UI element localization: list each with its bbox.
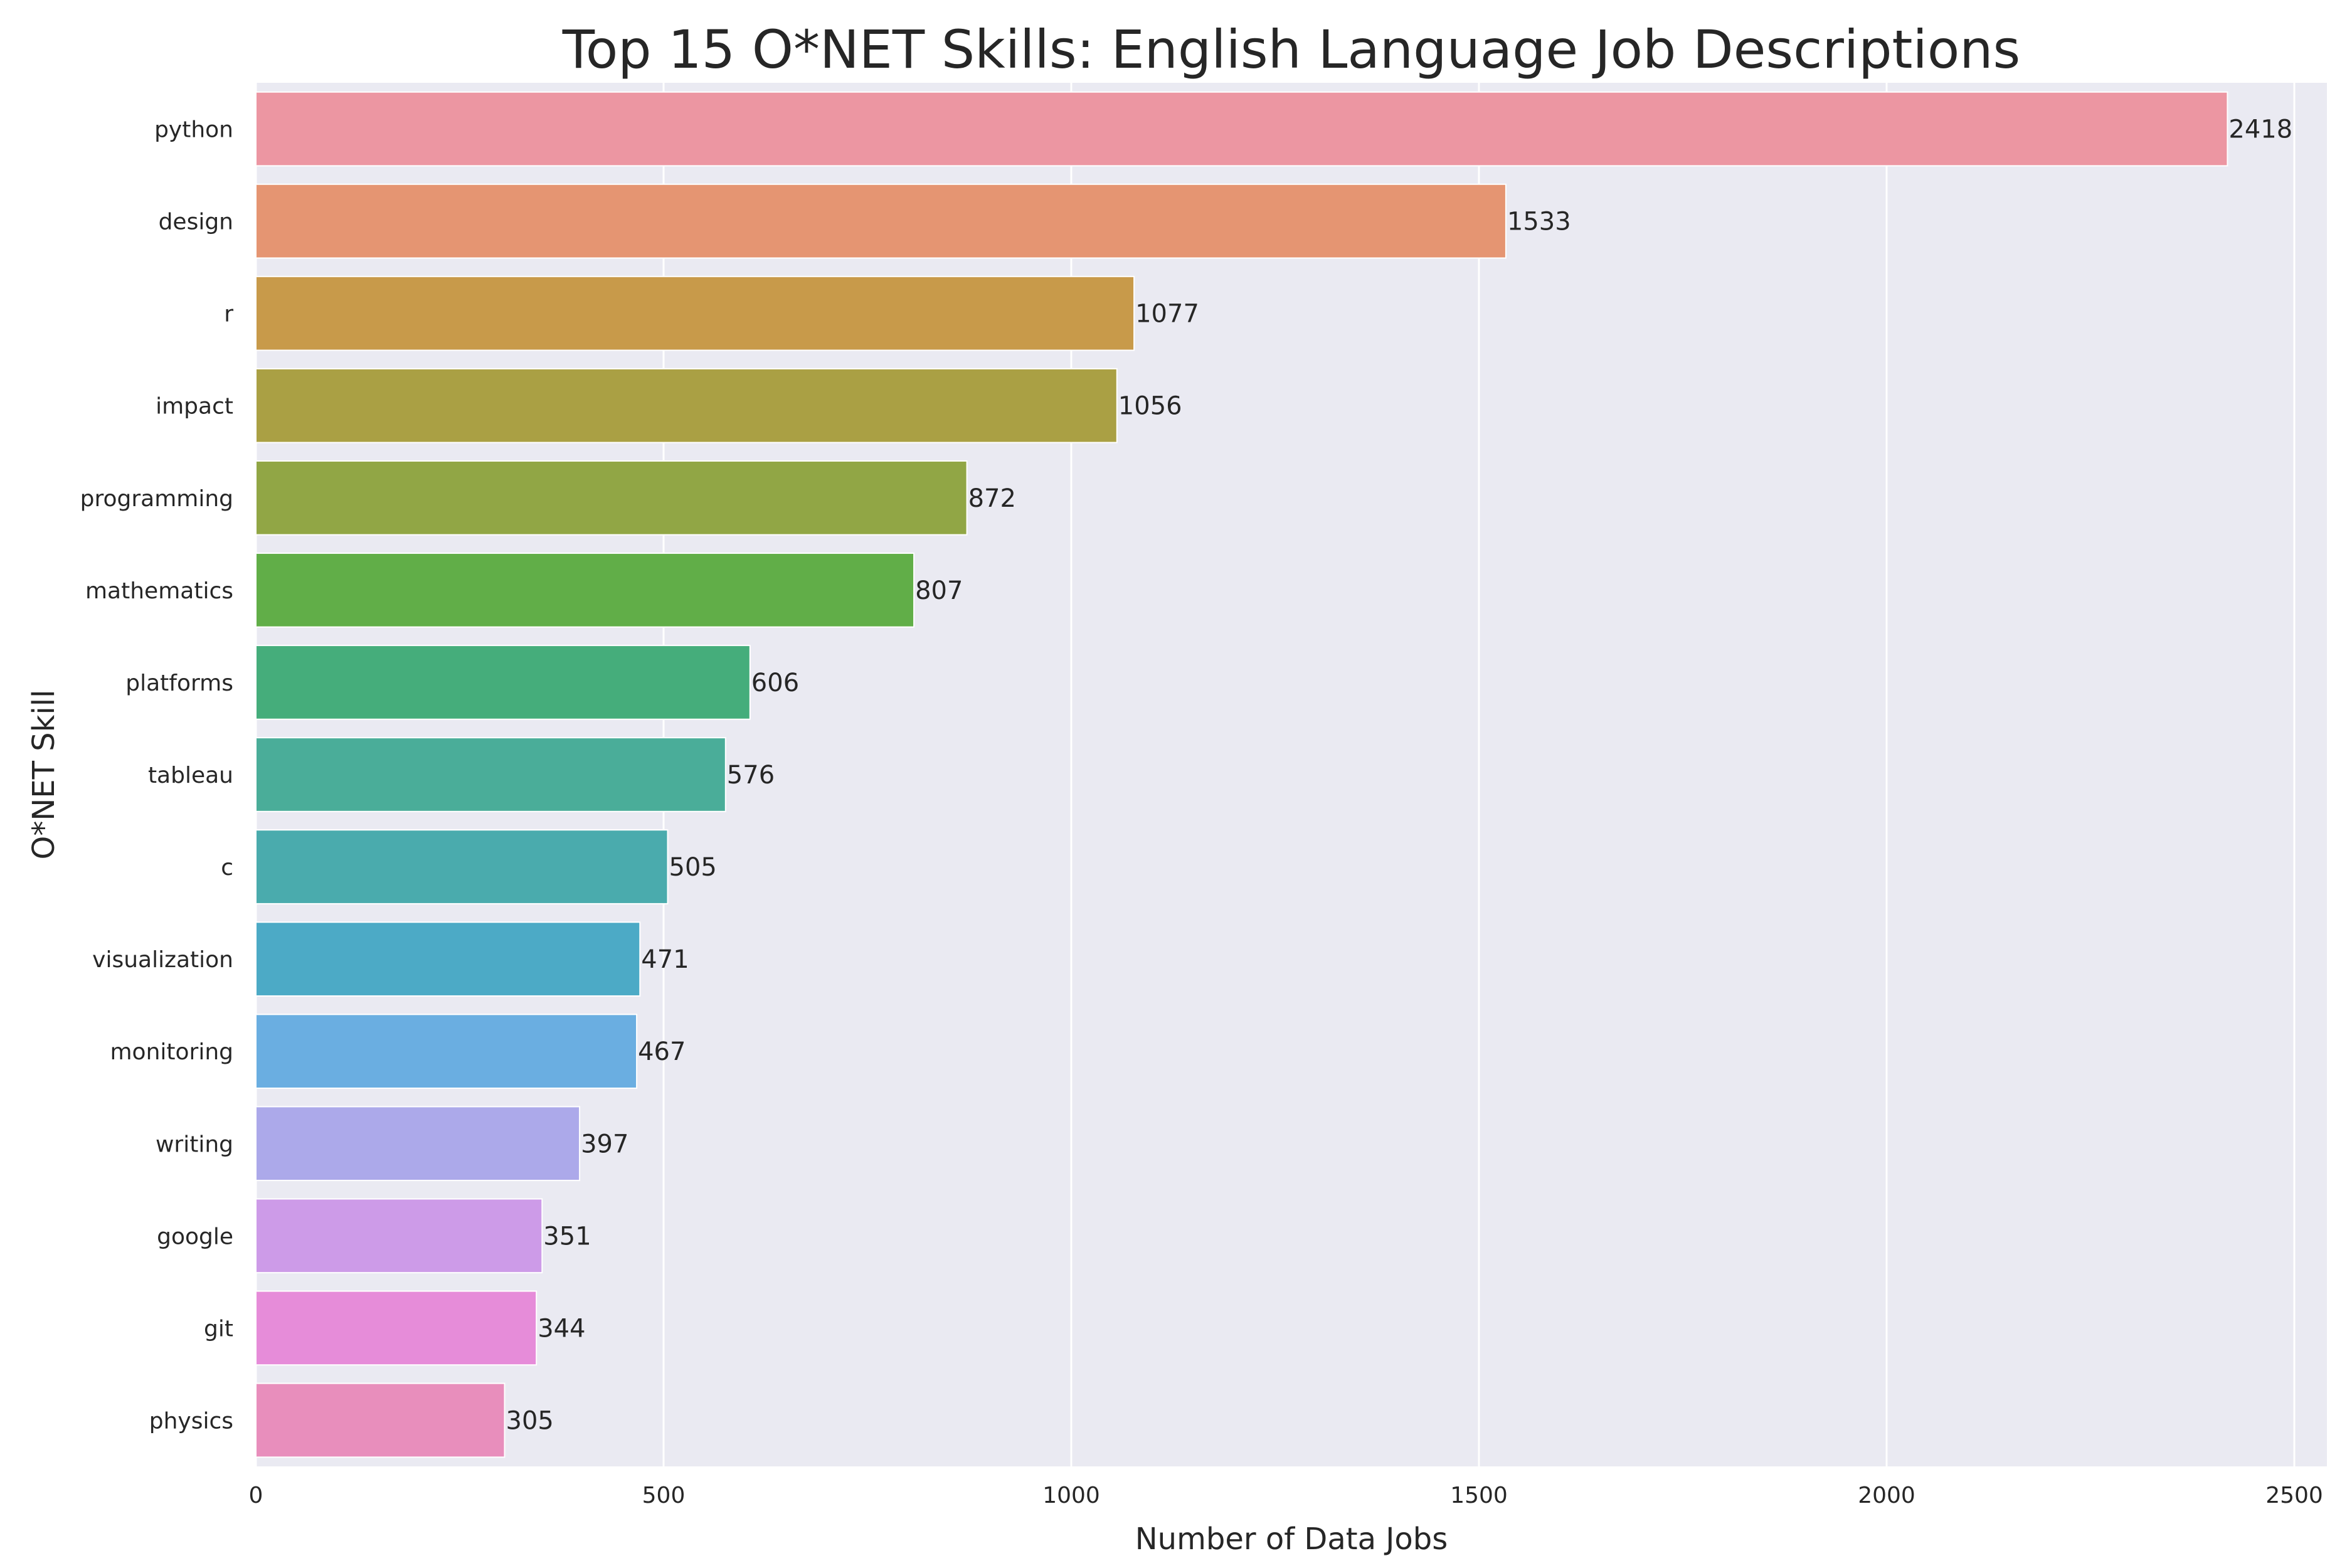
y-tick-label: platforms xyxy=(125,670,233,696)
x-tick-label: 2000 xyxy=(1858,1483,1915,1508)
bar-writing xyxy=(255,1106,581,1182)
bar-programming xyxy=(255,460,968,536)
y-tick-label: impact xyxy=(156,394,233,420)
value-label: 1533 xyxy=(1507,208,1571,236)
x-tick-label: 1500 xyxy=(1450,1483,1508,1508)
value-label: 471 xyxy=(641,945,689,974)
value-label: 1077 xyxy=(1135,300,1199,329)
bar-visualization xyxy=(255,921,641,997)
y-tick-label: design xyxy=(159,209,233,235)
y-tick-label: python xyxy=(154,117,233,143)
x-axis-label: Number of Data Jobs xyxy=(1135,1522,1448,1557)
y-tick-label: visualization xyxy=(92,947,233,973)
x-tick-label: 0 xyxy=(249,1483,263,1508)
bar-google xyxy=(255,1198,543,1274)
bars xyxy=(255,91,2228,1458)
value-label: 1056 xyxy=(1118,392,1182,421)
bar-monitoring xyxy=(255,1014,638,1089)
bar-impact xyxy=(255,368,1118,443)
y-tick-label: programming xyxy=(80,486,233,512)
value-label: 2418 xyxy=(2228,115,2292,144)
bar-tableau xyxy=(255,737,726,812)
value-label: 505 xyxy=(669,853,717,882)
chart-title: Top 15 O*NET Skills: English Language Jo… xyxy=(562,19,2020,80)
bar-c xyxy=(255,829,669,904)
bar-platforms xyxy=(255,645,751,720)
value-label: 606 xyxy=(751,669,799,697)
y-tick-label: r xyxy=(224,302,233,327)
y-tick-label: writing xyxy=(156,1131,233,1157)
value-labels: 2418 1533 1077 1056 872 807 606 576 505 471 467 397… xyxy=(506,115,2293,1436)
y-tick-label: c xyxy=(221,855,233,881)
x-axis-ticks: 0 500 1000 1500 2000 2500 xyxy=(249,1483,2323,1508)
value-label: 344 xyxy=(538,1314,585,1343)
y-tick-label: physics xyxy=(149,1408,233,1434)
x-tick-label: 500 xyxy=(642,1483,686,1508)
bar-r xyxy=(255,275,1135,351)
y-axis-label: O*NET Skill xyxy=(26,690,61,860)
value-label: 872 xyxy=(968,484,1016,513)
y-tick-label: google xyxy=(157,1224,233,1249)
value-label: 807 xyxy=(915,576,963,605)
bar-git xyxy=(255,1290,538,1366)
value-label: 305 xyxy=(506,1406,554,1435)
y-tick-label: monitoring xyxy=(110,1039,233,1065)
value-label: 467 xyxy=(638,1037,686,1066)
y-tick-label: git xyxy=(204,1316,233,1342)
x-tick-label: 2500 xyxy=(2265,1483,2323,1508)
bar-design xyxy=(255,183,1507,259)
y-tick-label: tableau xyxy=(148,763,233,788)
y-axis-ticks: python design r impact programming mathematic… xyxy=(80,117,234,1434)
y-tick-label: mathematics xyxy=(85,578,233,604)
value-label: 576 xyxy=(727,761,775,790)
value-label: 351 xyxy=(543,1222,591,1251)
value-label: 397 xyxy=(581,1130,628,1158)
bar-python xyxy=(255,91,2228,167)
x-tick-label: 1000 xyxy=(1042,1483,1100,1508)
bar-mathematics xyxy=(255,553,915,628)
bar-physics xyxy=(255,1382,506,1458)
